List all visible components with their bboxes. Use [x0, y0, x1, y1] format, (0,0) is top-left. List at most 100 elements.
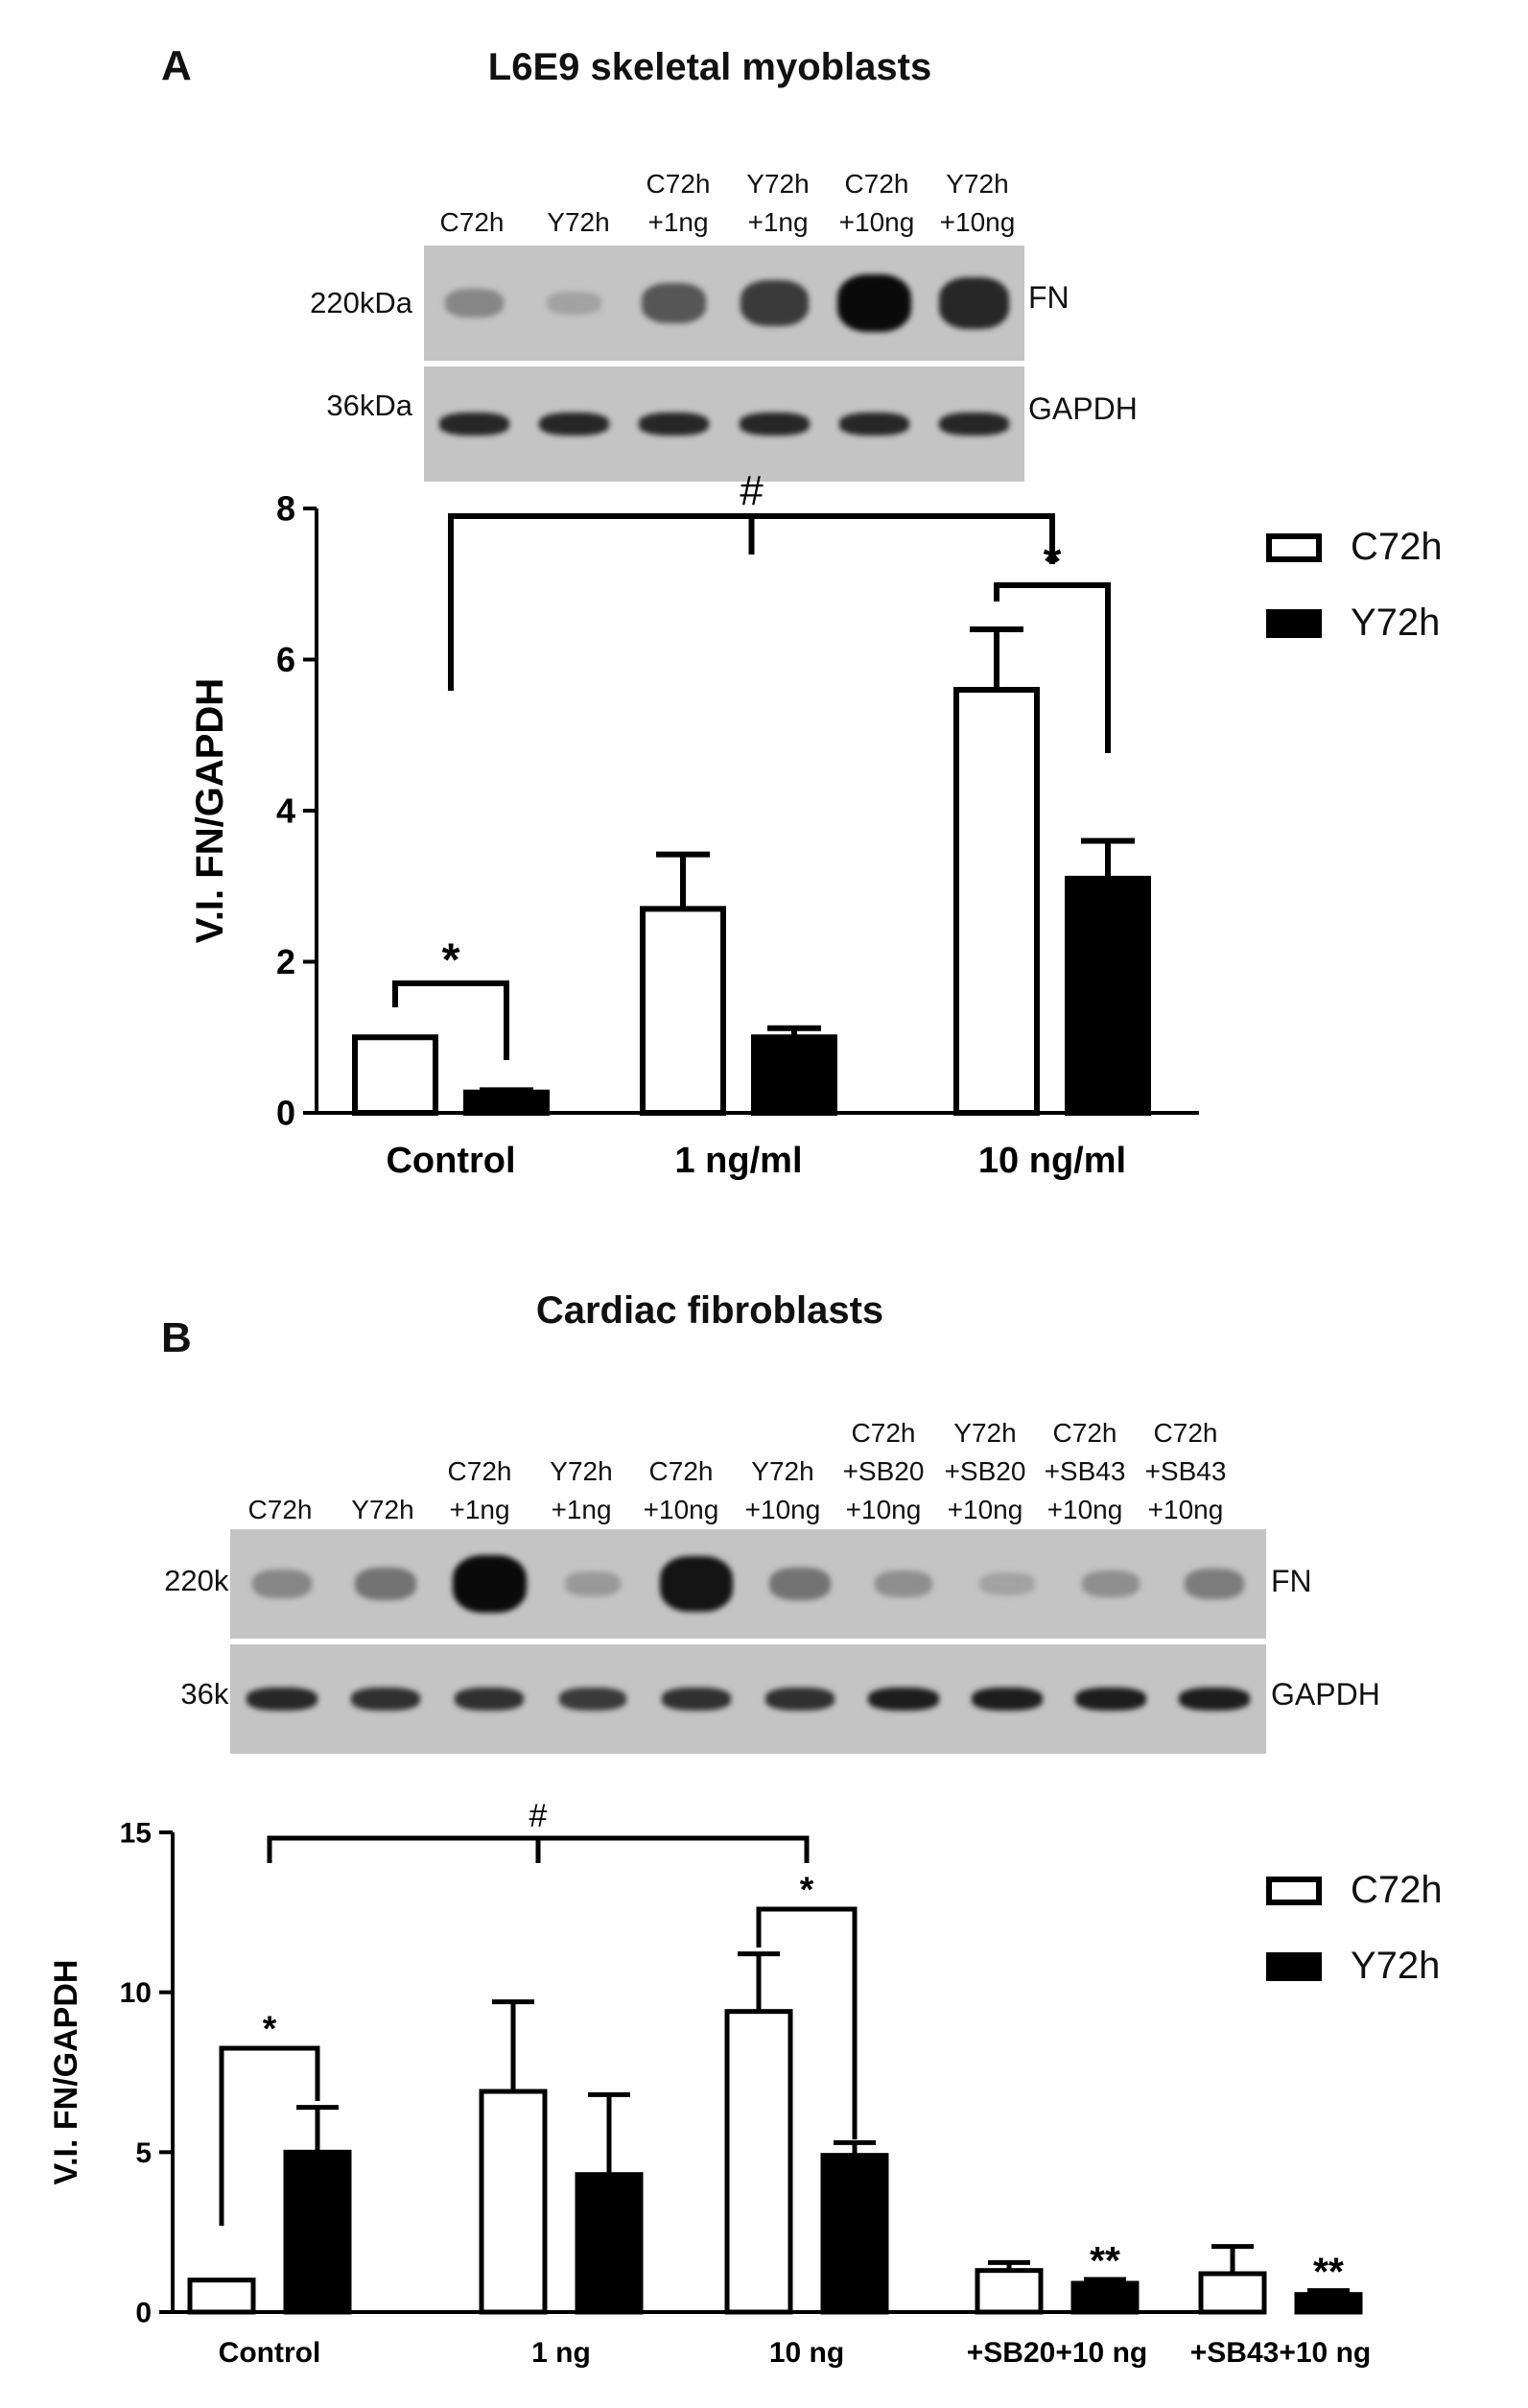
lane-label: +10ng	[838, 207, 915, 237]
lane-label: C72h	[851, 1418, 916, 1448]
fn-band	[769, 1567, 831, 1601]
legend-label: C72h	[1351, 526, 1443, 568]
gapdh-band	[739, 413, 810, 436]
legend-swatch-filled	[1266, 1951, 1322, 1981]
bar-y72h	[751, 1034, 837, 1116]
lane-label: C72h	[844, 169, 909, 199]
legend-label: C72h	[1351, 1869, 1443, 1911]
x-category-label: 10 ng/ml	[978, 1141, 1126, 1181]
y-axis-label: V.I. FN/GAPDH	[48, 1960, 84, 2185]
legend-swatch-open	[1266, 1876, 1322, 1905]
lane-label: +10ng	[643, 1495, 719, 1524]
lane-label: +10ng	[1046, 1495, 1123, 1524]
panel-a-fn-kda: 220kDa	[310, 286, 412, 319]
legend-label: Y72h	[1351, 1945, 1441, 1987]
bar-c72h	[724, 2009, 793, 2315]
lane-label: +10ng	[1147, 1495, 1224, 1524]
lane-label: +SB43	[1044, 1456, 1126, 1486]
bar-c72h	[975, 2268, 1044, 2315]
x-category-label: 1 ng/ml	[674, 1141, 802, 1181]
significance-mark: **	[1090, 2238, 1120, 2282]
lane-label: +10ng	[939, 207, 1016, 237]
gapdh-band	[867, 1688, 940, 1711]
y-tick-label: 10	[120, 1977, 152, 2009]
lane-label: +SB20	[944, 1456, 1026, 1486]
gapdh-band	[350, 1688, 421, 1711]
panel-b-gapdh-label: GAPDH	[1271, 1677, 1380, 1712]
gapdh-band	[764, 1688, 835, 1711]
fn-band	[1082, 1570, 1140, 1597]
significance-bracket	[994, 582, 1111, 753]
x-category-label: 1 ng	[531, 2337, 591, 2369]
bar-c72h	[953, 687, 1040, 1116]
bar-c72h	[479, 2089, 548, 2315]
gapdh-band	[454, 1688, 525, 1711]
panel-a-title: L6E9 skeletal myoblasts	[487, 46, 932, 88]
x-category-label: Control	[219, 2337, 321, 2369]
bar-c72h	[187, 2278, 256, 2315]
y-tick-label: 0	[276, 1094, 295, 1133]
panel-a-label: A	[161, 42, 192, 89]
lane-label: +1ng	[449, 1495, 510, 1524]
panel-b-fn-label: FN	[1271, 1564, 1312, 1598]
lane-label: +10ng	[845, 1495, 922, 1524]
panel-b-western-blot	[230, 1529, 1266, 1758]
fn-band	[444, 288, 504, 319]
lane-label: Y72h	[351, 1495, 414, 1524]
fn-band	[660, 1556, 733, 1612]
panel-b-title: Cardiac fibroblasts	[535, 1289, 884, 1332]
x-category-label: +SB43+10 ng	[1190, 2337, 1371, 2369]
x-category-label: +SB20+10 ng	[967, 2337, 1147, 2369]
panel-a-gapdh-kda: 36kDa	[326, 389, 412, 422]
gapdh-band	[558, 1688, 627, 1711]
lane-label: Y72h	[547, 207, 610, 237]
fn-band	[452, 1555, 527, 1613]
bar-c72h	[1198, 2271, 1267, 2315]
fn-band	[1184, 1568, 1245, 1600]
legend-label: Y72h	[1351, 602, 1441, 644]
lane-label: Y72h	[953, 1418, 1017, 1448]
gapdh-band	[538, 413, 610, 436]
panel-a-gapdh-label: GAPDH	[1028, 391, 1138, 426]
fn-band	[642, 283, 707, 323]
fn-band	[564, 1571, 622, 1596]
significance-mark: *	[442, 934, 460, 986]
lane-label: +SB20	[842, 1456, 925, 1486]
legend-item-c72h: C72h	[1266, 526, 1443, 569]
lane-label: C72h	[247, 1495, 313, 1524]
y-tick-label: 6	[276, 640, 295, 679]
panel-a-bar-chart: 0 2 4 6 8 V.I. FN/GAPDH Control 1 ng/ml 10 ng/ml…	[189, 467, 1199, 1181]
significance-bracket	[219, 2045, 320, 2226]
panel-a-fn-label: FN	[1028, 280, 1070, 315]
lane-label: +SB43	[1144, 1456, 1227, 1486]
panel-b-legend: C72h Y72h	[1266, 1869, 1443, 1988]
y-tick-label: 2	[276, 942, 295, 981]
bar-y72h	[1070, 2280, 1140, 2315]
gapdh-band	[1178, 1688, 1251, 1711]
legend-item-y72h: Y72h	[1266, 602, 1443, 645]
legend-swatch-open	[1266, 532, 1322, 562]
y-axis-label: V.I. FN/GAPDH	[189, 678, 231, 943]
gapdh-band	[1074, 1688, 1147, 1711]
lane-label: +1ng	[551, 1495, 612, 1524]
lane-label: C72h	[439, 207, 505, 237]
gapdh-band	[438, 413, 509, 436]
gapdh-band	[247, 1688, 317, 1711]
lane-label: Y72h	[751, 1456, 814, 1486]
fn-band	[939, 277, 1010, 329]
y-tick-label: 5	[135, 2137, 152, 2169]
fn-band	[546, 292, 602, 315]
bar-y72h	[463, 1089, 550, 1116]
lane-label: Y72h	[946, 169, 1009, 199]
bar-c72h	[352, 1034, 438, 1116]
significance-mark: *	[800, 1869, 814, 1909]
bar-c72h	[640, 906, 726, 1116]
lane-label: +1ng	[647, 207, 709, 237]
bar-y72h	[575, 2172, 644, 2315]
gapdh-band	[661, 1688, 732, 1711]
fn-band	[979, 1572, 1035, 1595]
significance-bracket	[756, 1906, 858, 2139]
lane-label: C72h	[1052, 1418, 1117, 1448]
bar-y72h	[820, 2153, 889, 2315]
lane-label: C72h	[1153, 1418, 1218, 1448]
